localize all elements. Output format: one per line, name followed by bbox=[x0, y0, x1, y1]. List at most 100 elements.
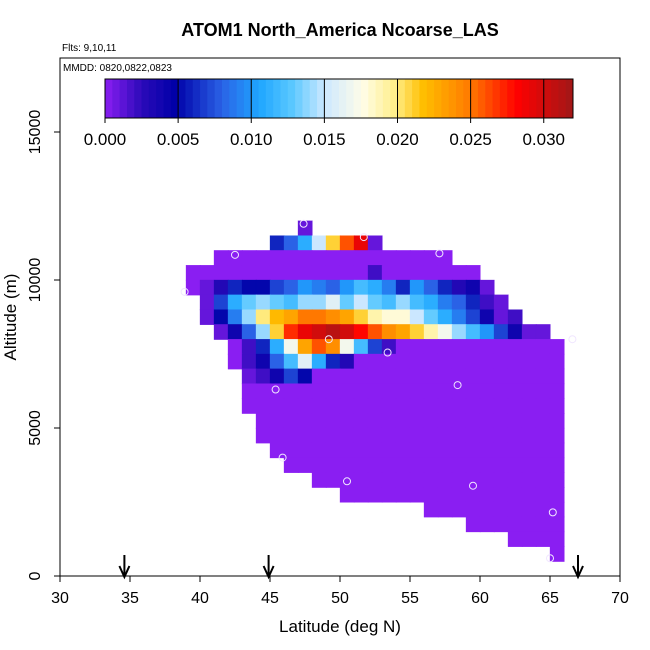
heatmap-cell bbox=[493, 324, 509, 340]
heatmap-cell bbox=[409, 442, 425, 459]
heatmap-cell bbox=[311, 309, 327, 325]
heatmap-cell bbox=[283, 457, 299, 473]
colorbar-band bbox=[521, 79, 530, 118]
heatmap-cell bbox=[465, 413, 481, 429]
heatmap-cell bbox=[283, 383, 299, 399]
heatmap-cell bbox=[521, 531, 537, 547]
heatmap-cell bbox=[437, 398, 453, 414]
heatmap-cell bbox=[297, 309, 313, 325]
heatmap-cell bbox=[353, 472, 369, 488]
colorbar-band bbox=[178, 79, 186, 118]
heatmap-cell bbox=[297, 353, 313, 370]
heatmap-cell bbox=[269, 413, 285, 429]
heatmap-cell bbox=[493, 339, 509, 355]
heatmap-cell bbox=[227, 324, 243, 340]
heatmap-cell bbox=[353, 487, 369, 503]
heatmap-cell bbox=[395, 487, 411, 503]
heatmap-cell bbox=[437, 324, 453, 340]
heatmap-cell bbox=[213, 309, 229, 325]
heatmap-cell bbox=[479, 472, 495, 488]
heatmap-cell bbox=[507, 501, 523, 518]
heatmap-cell bbox=[199, 309, 215, 325]
colorbar-band bbox=[134, 79, 143, 118]
heatmap-cell bbox=[269, 235, 285, 251]
colorbar-band bbox=[529, 79, 537, 118]
down-arrow-icon bbox=[262, 555, 275, 580]
heatmap-cell bbox=[339, 487, 355, 503]
heatmap-cell bbox=[507, 413, 523, 429]
heatmap-cell bbox=[535, 339, 551, 355]
heatmap-cell bbox=[367, 250, 383, 266]
heatmap-cell bbox=[409, 427, 425, 444]
heatmap-cell bbox=[395, 472, 411, 488]
heatmap-cell bbox=[437, 383, 453, 399]
heatmap-cell bbox=[535, 383, 551, 399]
heatmap-cell bbox=[451, 472, 467, 488]
heatmap-cell bbox=[423, 427, 439, 444]
down-arrow-icon bbox=[118, 555, 131, 580]
heatmap-cell bbox=[493, 427, 509, 444]
heatmap-cell bbox=[311, 368, 327, 385]
heatmap-cell bbox=[213, 265, 229, 281]
heatmap-cell bbox=[241, 250, 257, 266]
heatmap-cell bbox=[465, 398, 481, 414]
colorbar-band bbox=[492, 79, 501, 118]
heatmap-cell bbox=[325, 398, 341, 414]
heatmap-cell bbox=[297, 324, 313, 340]
colorbar-tick-label: 0.005 bbox=[157, 130, 200, 149]
heatmap-cell bbox=[241, 398, 257, 414]
heatmap-cell bbox=[283, 279, 299, 296]
heatmap-cell bbox=[423, 413, 439, 429]
colorbar-band bbox=[360, 79, 369, 118]
heatmap-cell bbox=[381, 442, 397, 459]
sample-point bbox=[383, 348, 392, 357]
heatmap-cell bbox=[451, 442, 467, 459]
heatmap-cell bbox=[325, 368, 341, 385]
colorbar-band bbox=[251, 79, 260, 118]
heatmap-cell bbox=[353, 353, 369, 370]
heatmap-cell bbox=[353, 413, 369, 429]
heatmap-cell bbox=[507, 309, 523, 325]
heatmap-cell bbox=[255, 383, 271, 399]
heatmap-cell bbox=[423, 339, 439, 355]
sample-point bbox=[231, 250, 239, 259]
heatmap-cell bbox=[199, 294, 215, 311]
heatmap-cell bbox=[381, 294, 397, 311]
colorbar-band bbox=[463, 79, 472, 118]
heatmap-cell bbox=[465, 279, 481, 296]
heatmap-cell bbox=[437, 250, 453, 266]
sample-point bbox=[343, 477, 351, 486]
heatmap-cell bbox=[241, 324, 257, 340]
heatmap-cell bbox=[465, 309, 481, 325]
sample-point bbox=[453, 381, 462, 390]
heatmap-cell bbox=[395, 324, 411, 340]
heatmap-cell bbox=[269, 309, 285, 325]
heatmap-cell bbox=[493, 487, 509, 503]
colorbar-tick-label: 0.010 bbox=[230, 130, 273, 149]
heatmap-cell bbox=[479, 353, 495, 370]
sample-point bbox=[359, 233, 368, 242]
heatmap-cell bbox=[493, 398, 509, 414]
heatmap-cell bbox=[507, 353, 523, 370]
heatmap-cell bbox=[465, 324, 481, 340]
heatmap-cell bbox=[353, 279, 369, 296]
colorbar-band bbox=[353, 79, 362, 118]
heatmap-cell bbox=[353, 324, 369, 340]
heatmap-cell bbox=[479, 501, 495, 518]
y-tick-label: 0 bbox=[27, 571, 44, 580]
heatmap-cell bbox=[367, 324, 383, 340]
heatmap-cell bbox=[283, 353, 299, 370]
heatmap-cell bbox=[493, 294, 509, 311]
sample-point bbox=[548, 508, 557, 517]
heatmap-cell bbox=[493, 501, 509, 518]
heatmap-cell bbox=[423, 457, 439, 473]
heatmap-cell bbox=[423, 265, 439, 281]
heatmap-cell bbox=[339, 442, 355, 459]
colorbar-band bbox=[258, 79, 267, 118]
heatmap-cell bbox=[283, 265, 299, 281]
heatmap-cell bbox=[367, 427, 383, 444]
heatmap-cell bbox=[255, 250, 271, 266]
heatmap-cell bbox=[283, 339, 299, 355]
heatmap-cell bbox=[507, 383, 523, 399]
